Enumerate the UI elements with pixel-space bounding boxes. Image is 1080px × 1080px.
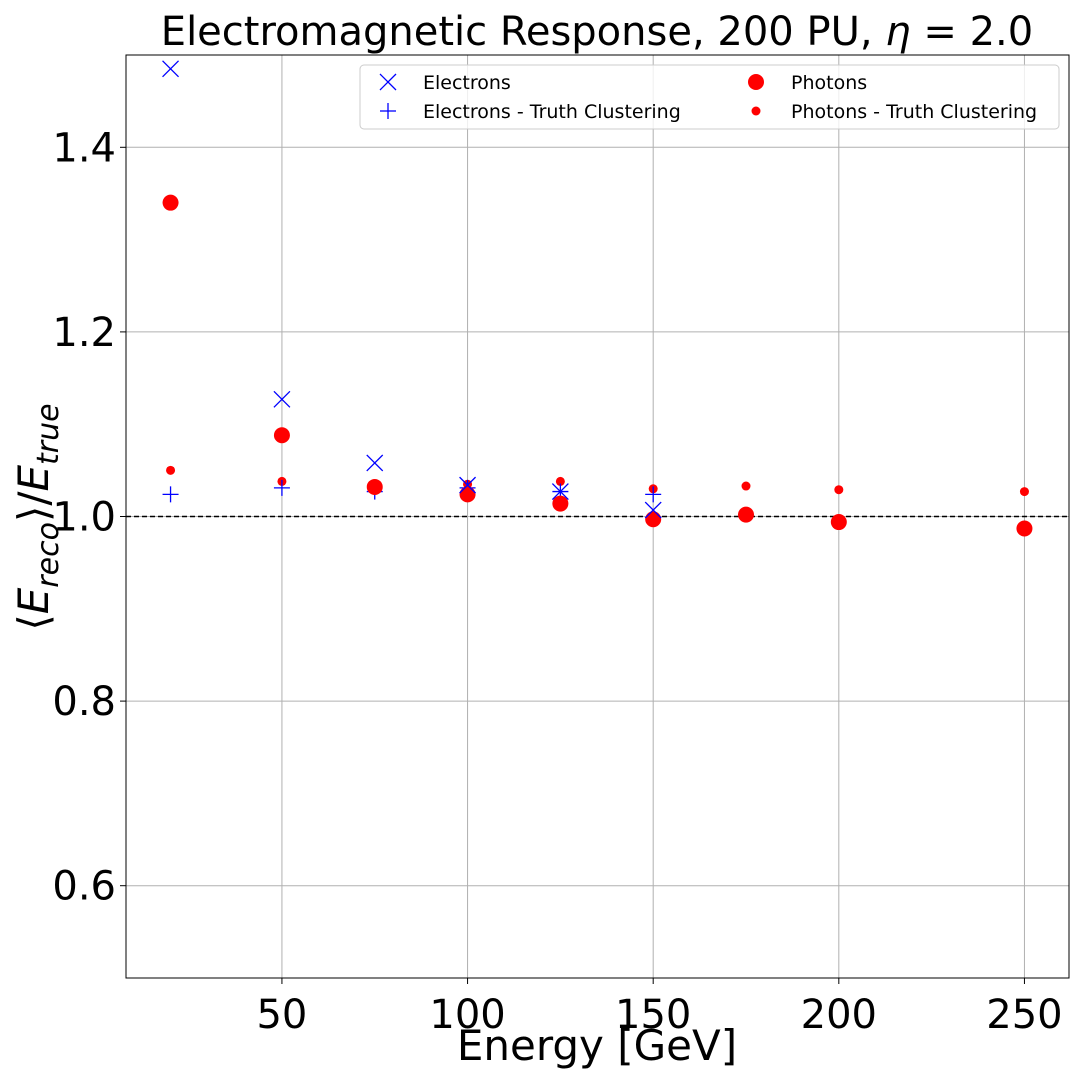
point-photons [1016, 520, 1033, 537]
ylabel-open: ⟨ [9, 614, 58, 630]
x-tick-label: 100 [429, 992, 505, 1038]
point-electrons-stroke [551, 483, 569, 501]
legend-label-photons: Photons [791, 72, 867, 94]
x-axis-ticks: 50 100 150 200 250 [256, 978, 1063, 1038]
legend-marker-photons [748, 74, 764, 90]
legend-marker-electrons-stroke [379, 73, 397, 91]
point-electrons-stroke [459, 476, 477, 494]
point-electrons-truth-clustering [273, 479, 290, 496]
point-photons [459, 486, 476, 503]
point-photons [645, 511, 662, 528]
point-photons-truth-clustering [741, 481, 751, 491]
chart-title-math-value: = 2.0 [911, 9, 1034, 55]
point-electrons [551, 483, 569, 501]
legend-box [359, 64, 1060, 130]
point-electrons-truth-clustering [162, 486, 179, 503]
legend-marker-electrons [379, 73, 397, 91]
ylabel-close: ⟩/ [9, 491, 58, 522]
chart-title-text: Electromagnetic Response, 200 PU, [161, 9, 885, 55]
point-photons [366, 478, 383, 495]
ylabel-base: E [9, 587, 58, 614]
y-tick-label: 1.2 [52, 310, 116, 356]
y-tick-label: 0.8 [52, 679, 116, 725]
point-electrons [273, 390, 291, 408]
point-photons [162, 194, 179, 211]
legend-marker-electrons-truth-clustering [380, 103, 396, 119]
ylabel-sub2: true [31, 403, 66, 465]
ylabel-base2: E [9, 465, 58, 492]
legend-label-electrons-truth-clustering: Electrons - Truth Clustering [423, 101, 681, 123]
x-tick-label: 150 [615, 992, 691, 1038]
point-photons [552, 495, 569, 512]
point-electrons-truth-clustering [645, 486, 662, 503]
x-tick-label: 50 [256, 992, 307, 1038]
point-electrons [459, 476, 477, 494]
chart-title-math-symbol: η [885, 9, 910, 55]
y-tick-label: 0.6 [52, 864, 116, 910]
legend-marker-photons-truth-clustering [751, 106, 761, 116]
point-photons-truth-clustering [166, 465, 176, 475]
legend-label-photons-truth-clustering: Photons - Truth Clustering [791, 101, 1037, 123]
point-electrons [644, 501, 662, 519]
legend-label-electrons: Electrons [423, 72, 511, 94]
data-marks [162, 60, 1033, 537]
point-photons-truth-clustering [834, 485, 844, 495]
x-tick-label: 250 [986, 992, 1062, 1038]
point-photons-truth-clustering [555, 476, 565, 486]
point-electrons-stroke [162, 60, 180, 78]
point-electrons-stroke [644, 501, 662, 519]
ylabel-sub1: reco [31, 522, 66, 588]
point-electrons [162, 60, 180, 78]
point-electrons [366, 454, 384, 472]
point-photons [738, 506, 755, 523]
y-tick-label: 1.0 [52, 495, 116, 541]
point-photons [830, 514, 847, 531]
chart-title: Electromagnetic Response, 200 PU, η = 2.… [161, 9, 1033, 55]
point-electrons-stroke [366, 454, 384, 472]
point-photons-truth-clustering [1019, 487, 1029, 497]
point-electrons-stroke [273, 390, 291, 408]
point-photons [273, 427, 290, 444]
x-tick-label: 200 [801, 992, 877, 1038]
y-axis-label: ⟨Ereco⟩/Etrue [9, 403, 66, 630]
x-axis-label: Energy [GeV] [457, 1021, 737, 1070]
y-tick-label: 1.4 [52, 125, 116, 171]
y-axis-ticks: 0.6 0.8 1.0 1.2 1.4 [52, 125, 126, 910]
legend: Electrons Electrons - Truth Clustering Pho… [359, 64, 1060, 130]
